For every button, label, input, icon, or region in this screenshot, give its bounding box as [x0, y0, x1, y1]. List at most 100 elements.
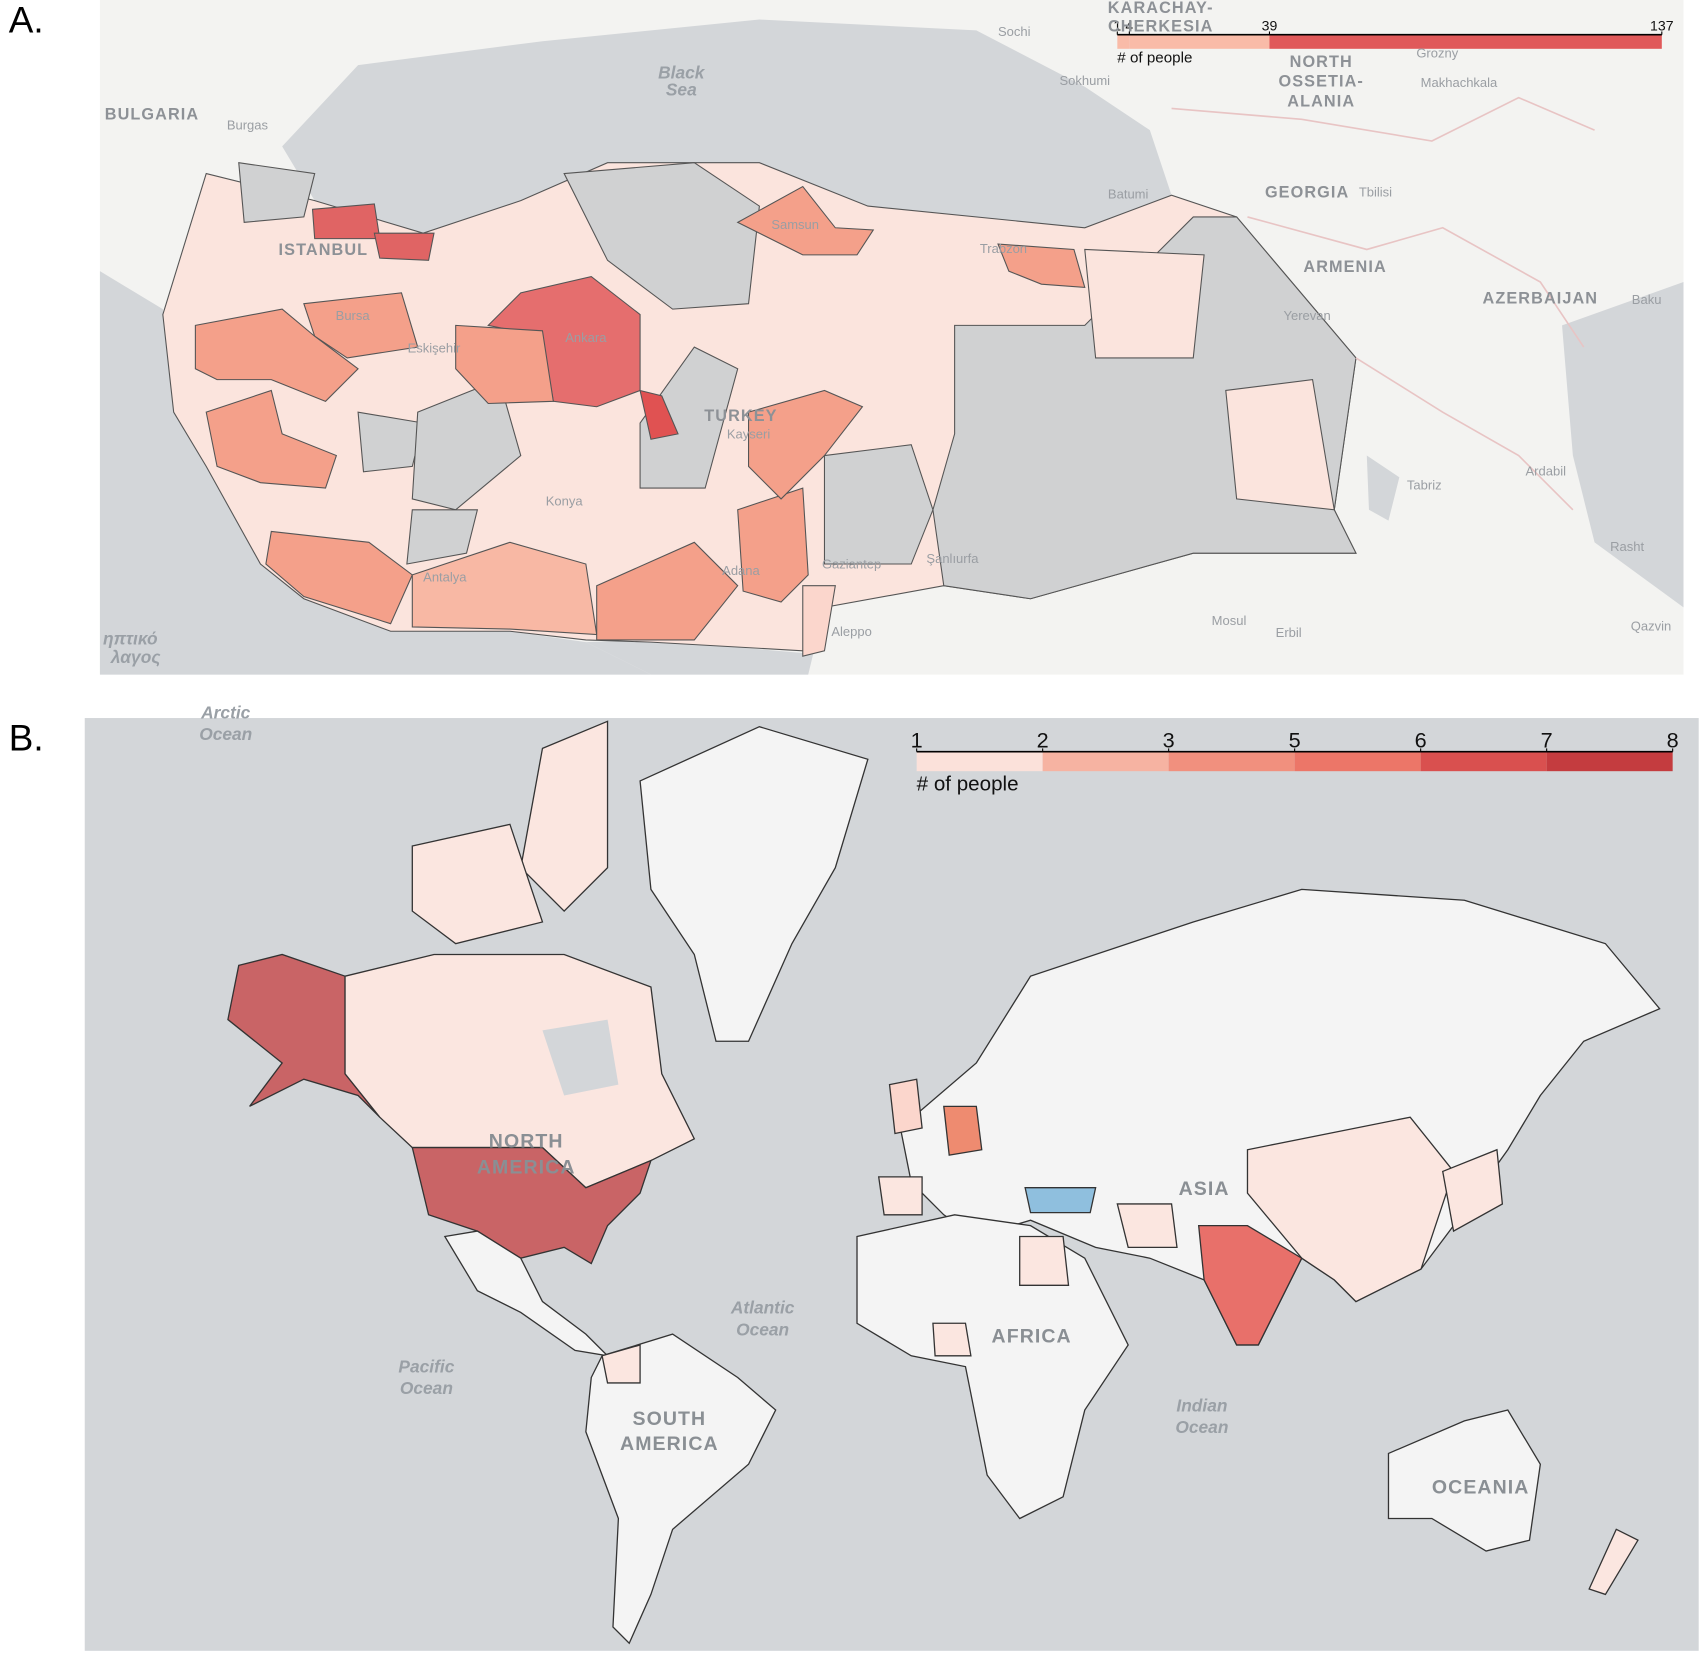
region — [194, 308, 359, 402]
legend-tick-label: 39 — [1262, 17, 1278, 33]
place-label: Ocean — [400, 1378, 453, 1398]
region-no-data — [823, 444, 934, 565]
place-label: Grozny — [1416, 46, 1458, 61]
place-label: λαγος — [110, 647, 161, 667]
region — [265, 530, 413, 625]
legend-tick-label: 7 — [1541, 727, 1553, 752]
place-label: Şanlıurfa — [926, 551, 979, 566]
place-label: Eskişehir — [408, 341, 461, 356]
place-labels: KARACHAY-CHERKESIA Sochi Sokhumi Grozny Makh… — [103, 0, 1671, 667]
panel-a: A. — [9, 0, 1684, 675]
place-label: BULGARIA — [105, 105, 199, 123]
place-label: Sokhumi — [1059, 73, 1110, 88]
place-label: Trabzon — [980, 241, 1027, 256]
place-label: ISTANBUL — [279, 241, 369, 259]
legend: # of people 1 4 39 137 — [1113, 17, 1673, 66]
place-label: Black — [658, 62, 706, 82]
place-label: Indian — [1176, 1395, 1227, 1415]
place-label: CHERKESIA — [1108, 17, 1213, 35]
place-label: Erbil — [1276, 625, 1302, 640]
india — [1197, 1224, 1303, 1346]
place-label: Tbilisi — [1359, 185, 1392, 200]
place-label: Samsun — [771, 217, 819, 232]
legend-swatch — [1117, 34, 1130, 49]
germany — [943, 1105, 983, 1156]
place-label: ASIA — [1179, 1178, 1230, 1200]
place-label: NORTH — [1290, 53, 1353, 71]
region-no-data — [406, 509, 479, 565]
legend-tick-label: 2 — [1037, 727, 1049, 752]
panel-label: A. — [9, 0, 44, 41]
legend: # of people 1 2 3 5 6 7 8 — [911, 727, 1679, 795]
region — [1084, 248, 1205, 359]
place-label: AZERBAIJAN — [1483, 290, 1599, 308]
legend-tick-label: 1 — [911, 727, 923, 752]
place-label: Bursa — [336, 308, 371, 323]
region — [596, 541, 739, 641]
china — [1246, 1116, 1455, 1303]
legend-tick-label: 5 — [1289, 727, 1301, 752]
legend-tick-label: 1 — [1113, 17, 1121, 33]
spain — [877, 1176, 923, 1216]
border — [1355, 357, 1574, 511]
border — [1247, 216, 1585, 348]
alaska — [227, 953, 381, 1118]
region — [1225, 379, 1335, 511]
place-label: Gaziantep — [822, 557, 881, 572]
panel-label: B. — [9, 718, 44, 759]
legend-tick-label: 8 — [1667, 727, 1679, 752]
region — [373, 232, 435, 261]
place-label: Yerevan — [1284, 308, 1331, 323]
region — [639, 389, 679, 440]
region-no-data — [639, 346, 739, 489]
region — [802, 585, 836, 657]
region-adana — [737, 487, 809, 603]
place-label: ALANIA — [1287, 92, 1355, 110]
japan — [1441, 1148, 1504, 1233]
mexico-central-america — [443, 1230, 610, 1357]
place-label: Sea — [666, 80, 697, 100]
hudson-bay — [542, 1019, 619, 1096]
legend-swatch — [1420, 751, 1547, 772]
aegean-mediterranean — [99, 271, 651, 675]
place-label: TURKEY — [704, 407, 777, 425]
region-no-data — [238, 162, 316, 223]
place-label: Mosul — [1212, 613, 1247, 628]
place-label: Pacific — [398, 1356, 454, 1376]
place-label: Rasht — [1610, 539, 1644, 554]
place-label: Batumi — [1108, 187, 1149, 202]
legend-title: # of people — [1117, 50, 1192, 67]
legend-title: # of people — [917, 773, 1019, 796]
usa — [411, 1146, 652, 1265]
region — [205, 389, 338, 489]
border — [1171, 96, 1595, 142]
canada-islands — [411, 823, 544, 945]
south-america — [585, 1333, 777, 1645]
legend-tick-label: 4 — [1125, 17, 1133, 33]
iran — [1116, 1203, 1178, 1248]
place-label: Tabriz — [1407, 477, 1442, 492]
region-bursa — [303, 292, 419, 359]
place-labels: ArcticOceanNORTHAMERICAAtlanticOceanPaci… — [199, 702, 1530, 1498]
place-label: Baku — [1632, 292, 1662, 307]
legend-tick-label: 137 — [1650, 17, 1674, 33]
lake — [1366, 455, 1400, 521]
legend-swatch — [1168, 751, 1295, 772]
place-label: Burgas — [227, 117, 269, 132]
place-label: Antalya — [423, 570, 467, 585]
place-label: AMERICA — [620, 1433, 719, 1455]
africa — [856, 1214, 1129, 1520]
place-label: Ankara — [565, 330, 607, 345]
place-label: OCEANIA — [1432, 1476, 1530, 1498]
region-samsun — [736, 185, 875, 256]
legend-swatch — [916, 751, 1043, 772]
place-label: ARMENIA — [1303, 258, 1386, 276]
nigeria — [932, 1322, 972, 1357]
legend-tick-label: 3 — [1163, 727, 1175, 752]
uk — [888, 1078, 923, 1135]
canada-islands — [520, 720, 609, 913]
place-label: Ardabil — [1526, 463, 1567, 478]
region — [455, 324, 554, 405]
